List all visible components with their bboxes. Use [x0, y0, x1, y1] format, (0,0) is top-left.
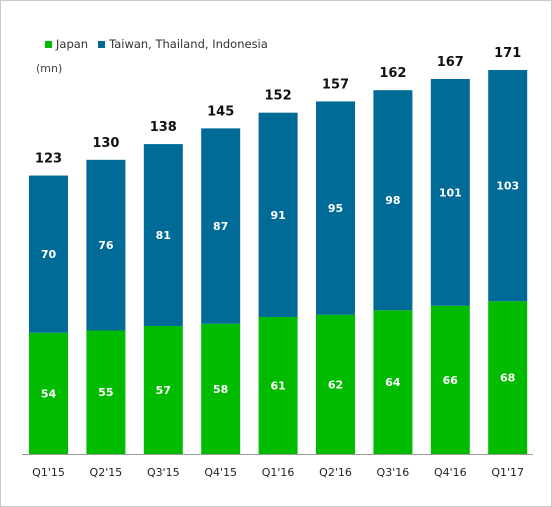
legend-label-asia: Taiwan, Thailand, Indonesia: [109, 37, 268, 51]
total-label-1: 130: [92, 136, 119, 151]
x-tick-label-6: Q3'16: [377, 466, 410, 479]
legend-item-japan: Japan: [45, 37, 88, 51]
data-label-asia-0: 70: [41, 248, 57, 261]
data-label-asia-5: 95: [328, 202, 343, 215]
x-tick-label-2: Q3'15: [147, 466, 180, 479]
legend-label-japan: Japan: [56, 37, 89, 51]
bar-segment-asia-4: [258, 112, 298, 318]
data-label-japan-5: 62: [328, 378, 343, 391]
bar-segment-asia-2: [143, 144, 183, 326]
bar-segment-japan-0: [29, 332, 68, 454]
bar-segment-japan-1: [86, 330, 126, 454]
bar-segment-asia-6: [373, 90, 413, 311]
data-label-asia-6: 98: [385, 194, 400, 207]
bar-segment-asia-1: [86, 159, 126, 331]
total-label-2: 138: [150, 120, 177, 135]
total-label-3: 145: [207, 104, 234, 119]
chart-legend: Japan Taiwan, Thailand, Indonesia: [45, 37, 278, 51]
total-label-4: 152: [265, 89, 292, 104]
legend-item-asia: Taiwan, Thailand, Indonesia: [98, 37, 268, 51]
bar-segment-japan-4: [258, 317, 298, 454]
bar-segment-asia-5: [316, 101, 355, 315]
data-label-japan-0: 54: [41, 387, 57, 400]
bar-segment-asia-0: [29, 175, 68, 333]
bar-segment-japan-5: [316, 314, 355, 454]
bar-segment-asia-7: [430, 78, 470, 306]
data-label-asia-1: 76: [98, 239, 114, 252]
bar-segment-asia-8: [488, 70, 528, 302]
data-label-japan-6: 64: [385, 376, 401, 389]
data-label-japan-4: 61: [270, 380, 285, 393]
bar-segment-japan-6: [373, 310, 413, 454]
data-label-asia-7: 101: [439, 186, 462, 199]
bar-segment-japan-7: [430, 305, 470, 454]
legend-swatch-asia: [98, 40, 106, 48]
total-label-8: 171: [494, 46, 521, 61]
data-label-asia-4: 91: [270, 209, 285, 222]
data-label-japan-3: 58: [213, 383, 228, 396]
unit-label: (mn): [36, 62, 63, 75]
data-label-asia-3: 87: [213, 220, 228, 233]
legend-swatch-japan: [45, 40, 52, 48]
total-label-5: 157: [322, 77, 349, 92]
x-tick-label-1: Q2'15: [90, 466, 123, 479]
data-label-asia-2: 81: [156, 229, 171, 242]
bar-segment-japan-8: [488, 301, 528, 454]
total-label-6: 162: [379, 66, 406, 81]
x-tick-label-3: Q4'15: [204, 466, 237, 479]
x-tick-label-0: Q1'15: [32, 466, 65, 479]
total-label-7: 167: [437, 55, 464, 70]
data-label-japan-2: 57: [156, 384, 171, 397]
data-label-japan-7: 66: [443, 374, 459, 387]
x-tick-label-5: Q2'16: [319, 466, 352, 479]
x-tick-label-4: Q1'16: [262, 466, 295, 479]
data-label-japan-8: 68: [500, 372, 515, 385]
data-label-asia-8: 103: [496, 180, 519, 193]
total-label-0: 123: [35, 152, 62, 167]
bar-segment-japan-3: [201, 323, 241, 454]
x-tick-label-8: Q1'17: [491, 466, 524, 479]
x-tick-label-7: Q4'16: [434, 466, 467, 479]
bar-segment-japan-2: [143, 326, 183, 454]
data-label-japan-1: 55: [98, 386, 113, 399]
bar-segment-asia-3: [201, 128, 241, 324]
